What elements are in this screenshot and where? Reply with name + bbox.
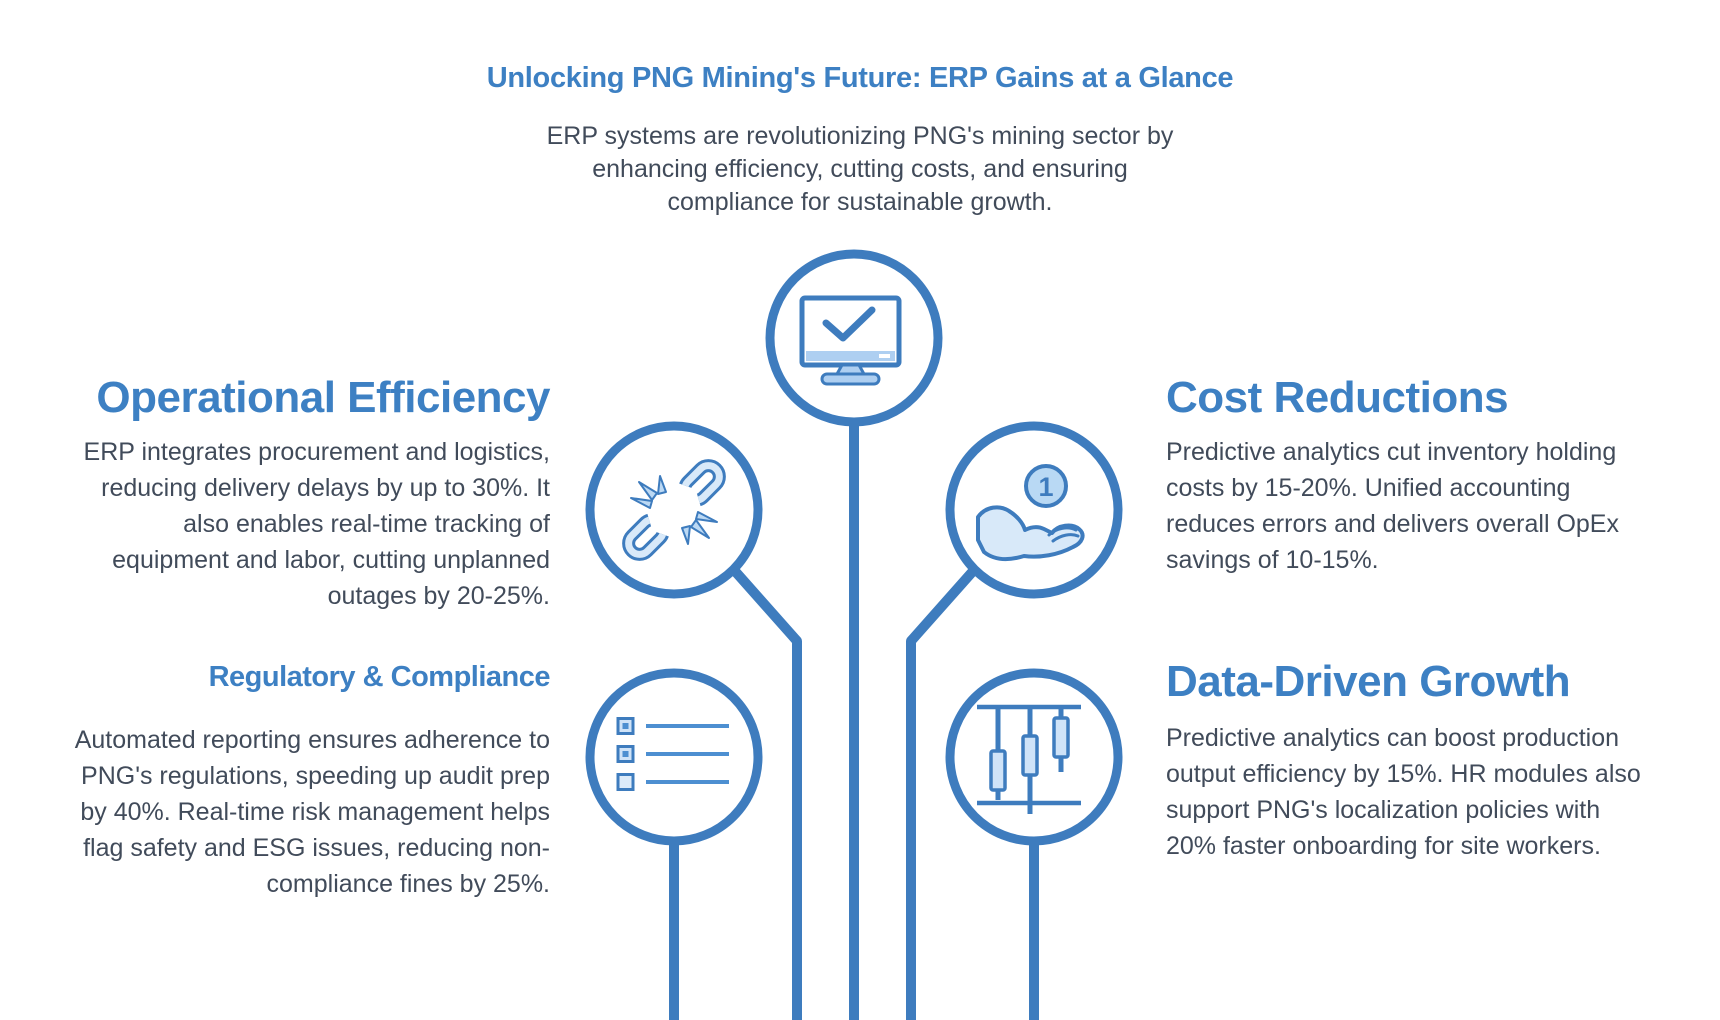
page-subtitle: ERP systems are revolutionizing PNG's mi… xyxy=(546,122,1174,216)
section-body: Automated reporting ensures adherence to… xyxy=(74,726,550,898)
section-body: ERP integrates procurement and logistics… xyxy=(83,438,550,610)
section-regulatory-compliance: Regulatory & Compliance Automated report… xyxy=(40,659,551,902)
broken-chain-icon xyxy=(622,459,726,561)
connector-lines xyxy=(669,422,1039,1020)
section-title: Cost Reductions xyxy=(1166,373,1509,422)
section-operational-efficiency: Operational Efficiency ERP integrates pr… xyxy=(40,373,551,614)
node-hand: 1 xyxy=(945,421,1123,599)
section-title: Regulatory & Compliance xyxy=(208,661,551,693)
connector-hand xyxy=(906,566,978,1020)
section-cost-reductions: Cost Reductions Predictive analytics cut… xyxy=(1166,373,1690,578)
hand-coin-icon: 1 xyxy=(976,464,1085,562)
coin-label: 1 xyxy=(1038,472,1053,502)
section-data-driven-growth: Data-Driven Growth Predictive analytics … xyxy=(1166,657,1690,864)
checklist-node-circle xyxy=(585,668,763,846)
node-monitor xyxy=(765,249,943,427)
chain-node-circle xyxy=(585,421,763,599)
node-chart xyxy=(945,668,1123,846)
section-body: Predictive analytics cut inventory holdi… xyxy=(1166,438,1619,574)
hand-node-circle xyxy=(945,421,1123,599)
monitor-check-icon xyxy=(799,295,902,386)
section-body: Predictive analytics can boost productio… xyxy=(1166,724,1641,860)
node-checklist xyxy=(585,668,763,846)
section-title: Operational Efficiency xyxy=(96,373,550,422)
bar-chart-icon xyxy=(977,704,1081,814)
section-title: Data-Driven Growth xyxy=(1166,657,1571,706)
node-chain xyxy=(585,421,763,599)
connector-chain xyxy=(730,566,802,1020)
page-title: Unlocking PNG Mining's Future: ERP Gains… xyxy=(486,62,1234,94)
checklist-icon xyxy=(616,717,729,791)
